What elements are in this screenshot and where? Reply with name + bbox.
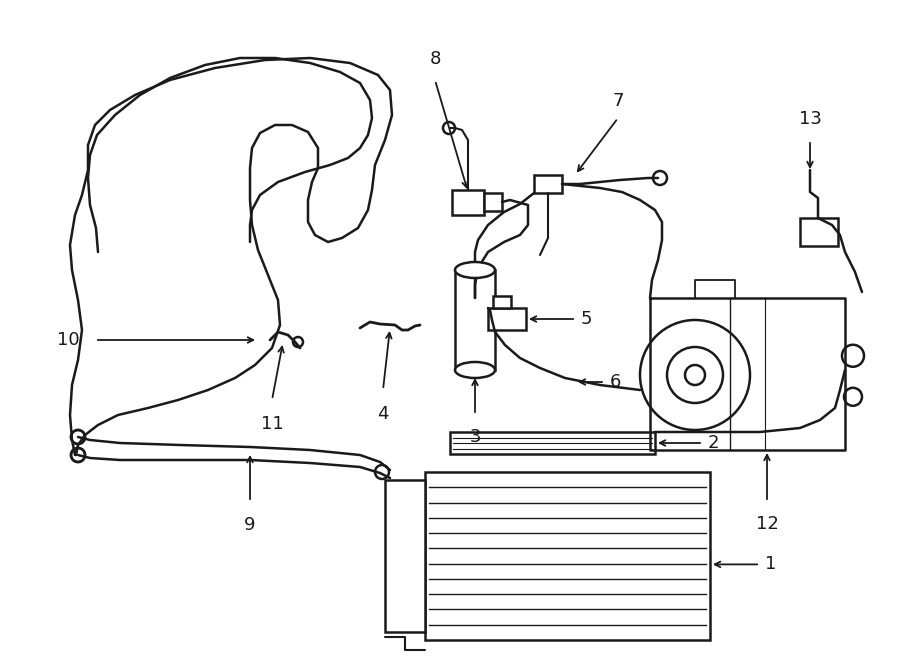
Text: 3: 3 xyxy=(469,428,481,446)
Bar xyxy=(800,218,838,246)
Text: 9: 9 xyxy=(244,516,256,534)
Bar xyxy=(425,472,710,640)
Ellipse shape xyxy=(455,262,495,278)
Bar xyxy=(385,480,425,632)
Text: 7: 7 xyxy=(612,92,624,110)
Bar xyxy=(488,308,526,330)
Text: 10: 10 xyxy=(58,331,80,349)
Text: 6: 6 xyxy=(610,373,621,391)
Text: 2: 2 xyxy=(708,434,719,452)
Text: 4: 4 xyxy=(377,405,389,423)
Text: 11: 11 xyxy=(261,415,284,433)
Text: 13: 13 xyxy=(798,110,822,128)
Text: 5: 5 xyxy=(581,310,592,328)
Text: 12: 12 xyxy=(756,515,778,533)
Bar xyxy=(493,296,511,308)
Bar xyxy=(484,193,502,211)
Ellipse shape xyxy=(455,362,495,378)
Text: 1: 1 xyxy=(765,555,777,573)
Bar xyxy=(452,190,484,215)
Bar xyxy=(455,270,495,370)
Bar xyxy=(534,175,562,193)
Text: 8: 8 xyxy=(429,50,441,68)
Bar xyxy=(450,432,655,454)
